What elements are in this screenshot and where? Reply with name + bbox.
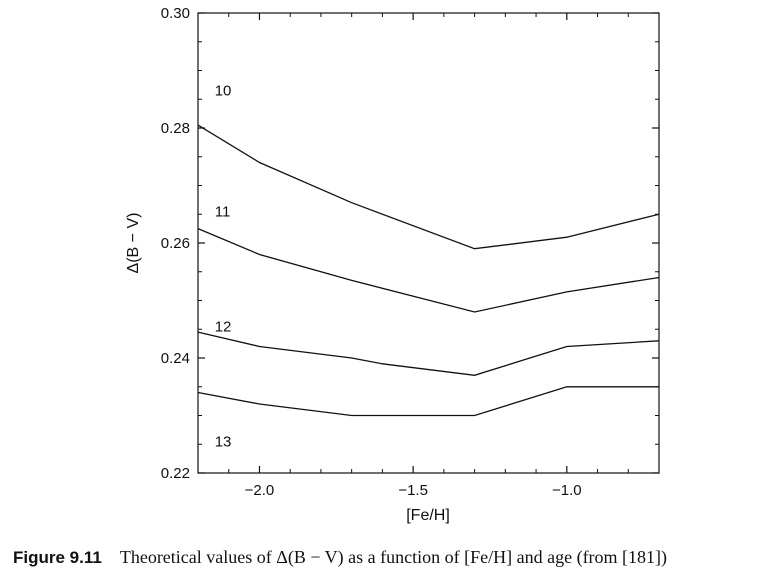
series-group — [197, 124, 660, 417]
caption-number: Figure 9.11 — [13, 548, 102, 567]
curve-label-11: 11 — [215, 203, 231, 220]
curve-label-12: 12 — [215, 318, 232, 335]
series-line-13 — [197, 386, 659, 417]
curve-label-10: 10 — [215, 83, 232, 100]
minor-ticks — [198, 13, 659, 473]
x-axis: −2.0 −1.5 −1.0 — [245, 13, 582, 499]
x-tick-label: −1.0 — [552, 482, 582, 499]
x-tick-label: −1.5 — [398, 482, 428, 499]
y-tick-label: 0.30 — [161, 5, 190, 22]
chart: −2.0 −1.5 −1.0 0.22 0.24 0.26 0.28 0.30 10 11 12… — [125, 5, 660, 524]
x-tick-label: −2.0 — [245, 482, 275, 499]
plot-frame — [197, 12, 660, 474]
series-line-12 — [197, 331, 660, 376]
y-tick-label: 0.22 — [161, 465, 190, 482]
y-tick-label: 0.26 — [161, 235, 190, 252]
y-axis-label: Δ(B − V) — [125, 213, 142, 274]
caption-text: Theoretical values of Δ(B − V) as a func… — [119, 547, 668, 567]
x-axis-label: [Fe/H] — [406, 507, 450, 524]
y-tick-label: 0.24 — [161, 350, 190, 367]
y-tick-label: 0.28 — [161, 120, 190, 137]
series-line-11 — [197, 228, 660, 313]
curve-labels: 10 11 12 13 — [215, 83, 232, 451]
series-line-10 — [197, 124, 660, 250]
y-axis: 0.22 0.24 0.26 0.28 0.30 — [161, 5, 659, 482]
curve-label-13: 13 — [215, 433, 232, 450]
figure-caption: Figure 9.11 Theoretical values of Δ(B − … — [13, 547, 782, 568]
